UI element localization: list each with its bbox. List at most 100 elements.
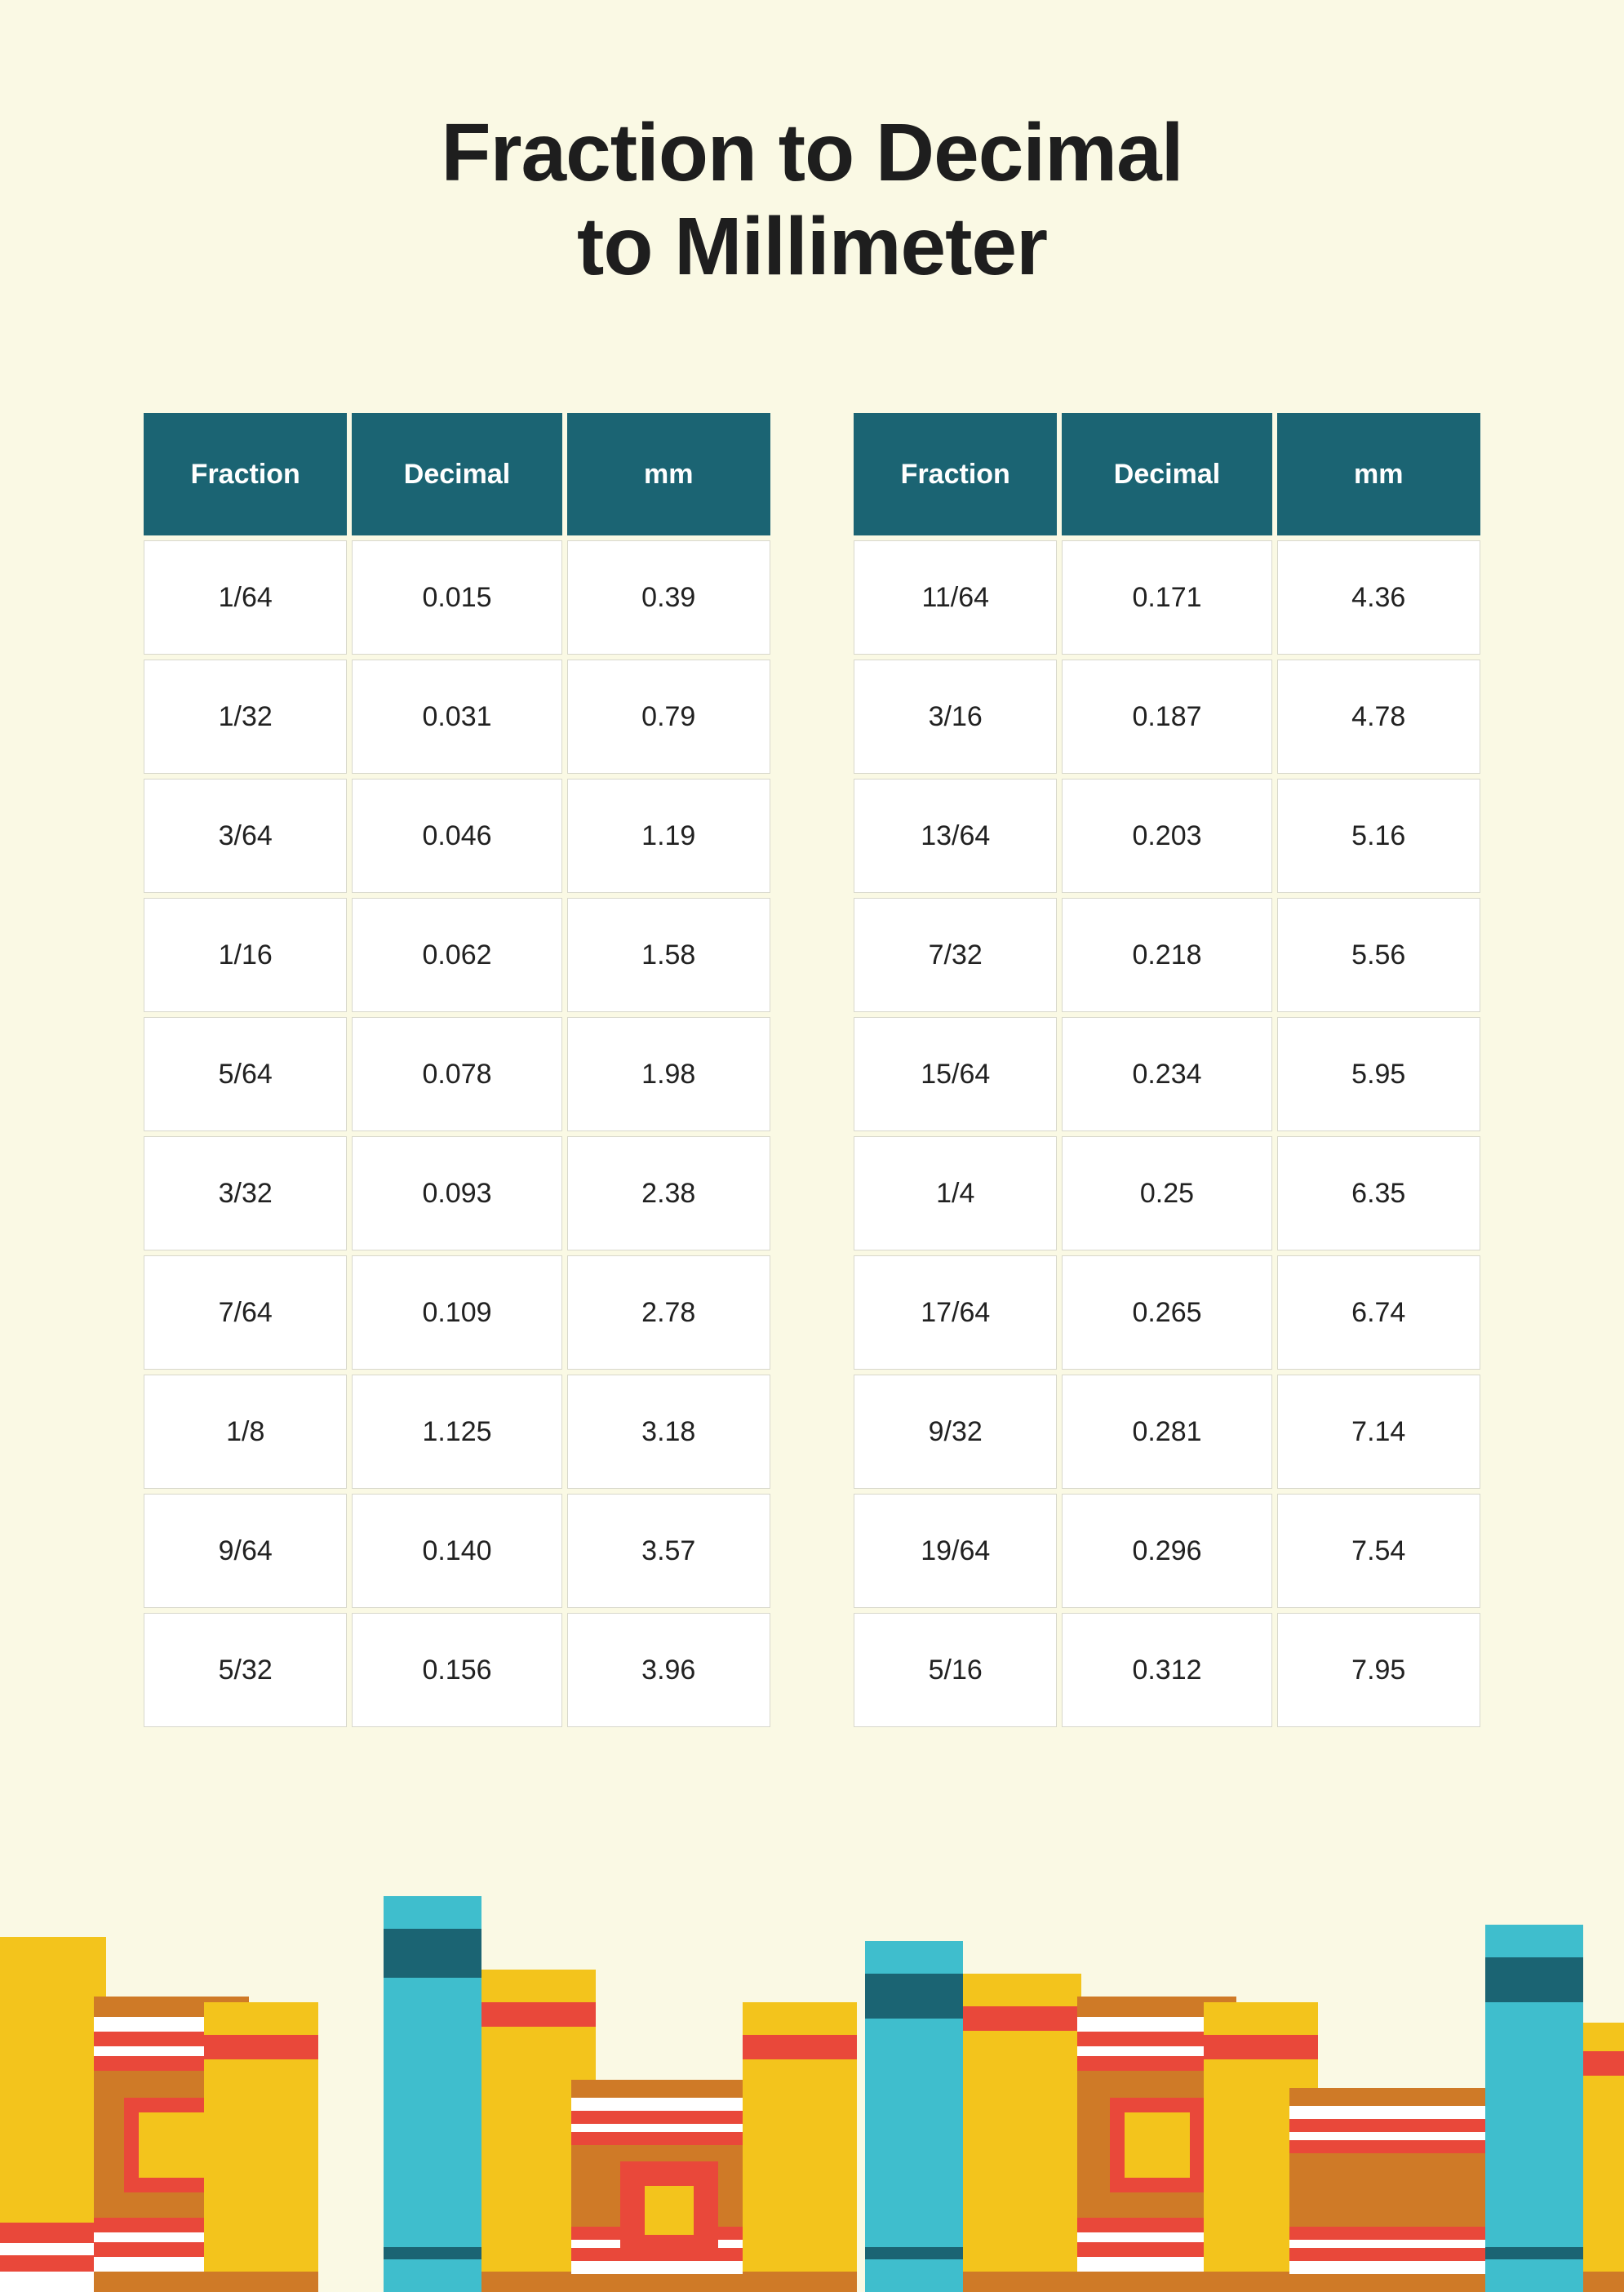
table-cell: 1/32 bbox=[144, 660, 347, 774]
table-row: 3/640.0461.19 bbox=[144, 779, 770, 893]
table-cell: 4.78 bbox=[1277, 660, 1481, 774]
table-cell: 3.18 bbox=[567, 1375, 771, 1489]
table-cell: 0.203 bbox=[1062, 779, 1271, 893]
table-cell: 1.98 bbox=[567, 1017, 771, 1131]
table-cell: 0.015 bbox=[352, 540, 561, 655]
book-decoration bbox=[1485, 1925, 1583, 2292]
table-cell: 0.171 bbox=[1062, 540, 1271, 655]
conversion-table-left: FractionDecimalmm1/640.0150.391/320.0310… bbox=[139, 408, 775, 1732]
table-cell: 1/4 bbox=[854, 1136, 1057, 1250]
table-row: 13/640.2035.16 bbox=[854, 779, 1480, 893]
book-decoration bbox=[620, 2161, 718, 2259]
column-header: Decimal bbox=[352, 413, 561, 535]
table-cell: 7/64 bbox=[144, 1255, 347, 1370]
table-cell: 4.36 bbox=[1277, 540, 1481, 655]
table-cell: 1.19 bbox=[567, 779, 771, 893]
table-cell: 0.312 bbox=[1062, 1613, 1271, 1727]
table-cell: 3/64 bbox=[144, 779, 347, 893]
table-cell: 9/32 bbox=[854, 1375, 1057, 1489]
table-row: 5/640.0781.98 bbox=[144, 1017, 770, 1131]
table-cell: 13/64 bbox=[854, 779, 1057, 893]
table-cell: 5.16 bbox=[1277, 779, 1481, 893]
table-cell: 0.265 bbox=[1062, 1255, 1271, 1370]
column-header: mm bbox=[567, 413, 771, 535]
table-cell: 6.74 bbox=[1277, 1255, 1481, 1370]
table-cell: 0.031 bbox=[352, 660, 561, 774]
table-row: 1/640.0150.39 bbox=[144, 540, 770, 655]
table-row: 7/640.1092.78 bbox=[144, 1255, 770, 1370]
table-cell: 0.234 bbox=[1062, 1017, 1271, 1131]
tables-container: FractionDecimalmm1/640.0150.391/320.0310… bbox=[0, 408, 1624, 1732]
table-row: 17/640.2656.74 bbox=[854, 1255, 1480, 1370]
book-decoration bbox=[963, 1974, 1081, 2292]
table-row: 3/320.0932.38 bbox=[144, 1136, 770, 1250]
column-header: Fraction bbox=[854, 413, 1057, 535]
table-cell: 0.25 bbox=[1062, 1136, 1271, 1250]
table-cell: 0.156 bbox=[352, 1613, 561, 1727]
book-decoration bbox=[1583, 2023, 1624, 2292]
title-line-2: to Millimeter bbox=[577, 201, 1047, 292]
table-row: 1/320.0310.79 bbox=[144, 660, 770, 774]
table-row: 19/640.2967.54 bbox=[854, 1494, 1480, 1608]
table-cell: 3/32 bbox=[144, 1136, 347, 1250]
table-cell: 7/32 bbox=[854, 898, 1057, 1012]
table-cell: 6.35 bbox=[1277, 1136, 1481, 1250]
table-cell: 0.140 bbox=[352, 1494, 561, 1608]
table-row: 11/640.1714.36 bbox=[854, 540, 1480, 655]
book-decoration bbox=[0, 1937, 106, 2292]
table-cell: 0.187 bbox=[1062, 660, 1271, 774]
table-row: 7/320.2185.56 bbox=[854, 898, 1480, 1012]
table-cell: 5/32 bbox=[144, 1613, 347, 1727]
book-decoration bbox=[865, 1941, 963, 2292]
table-cell: 1.58 bbox=[567, 898, 771, 1012]
table-row: 1/40.256.35 bbox=[854, 1136, 1480, 1250]
table-cell: 1/16 bbox=[144, 898, 347, 1012]
table-cell: 0.046 bbox=[352, 779, 561, 893]
table-cell: 5.95 bbox=[1277, 1017, 1481, 1131]
table-cell: 2.78 bbox=[567, 1255, 771, 1370]
table-cell: 11/64 bbox=[854, 540, 1057, 655]
table-cell: 0.109 bbox=[352, 1255, 561, 1370]
title-line-1: Fraction to Decimal bbox=[441, 107, 1183, 198]
table-cell: 0.218 bbox=[1062, 898, 1271, 1012]
table-cell: 1.125 bbox=[352, 1375, 561, 1489]
book-decoration bbox=[204, 2002, 318, 2292]
table-row: 3/160.1874.78 bbox=[854, 660, 1480, 774]
book-decoration bbox=[1289, 2088, 1502, 2292]
table-row: 5/320.1563.96 bbox=[144, 1613, 770, 1727]
table-cell: 5/16 bbox=[854, 1613, 1057, 1727]
table-row: 15/640.2345.95 bbox=[854, 1017, 1480, 1131]
column-header: Fraction bbox=[144, 413, 347, 535]
column-header: mm bbox=[1277, 413, 1481, 535]
table-cell: 7.14 bbox=[1277, 1375, 1481, 1489]
table-cell: 0.296 bbox=[1062, 1494, 1271, 1608]
table-cell: 19/64 bbox=[854, 1494, 1057, 1608]
table-row: 1/81.1253.18 bbox=[144, 1375, 770, 1489]
table-cell: 3.96 bbox=[567, 1613, 771, 1727]
table-cell: 1/8 bbox=[144, 1375, 347, 1489]
page: Fraction to Decimal to Millimeter Fracti… bbox=[0, 0, 1624, 2292]
table-cell: 3.57 bbox=[567, 1494, 771, 1608]
table-row: 9/640.1403.57 bbox=[144, 1494, 770, 1608]
table-cell: 0.062 bbox=[352, 898, 561, 1012]
table-cell: 0.79 bbox=[567, 660, 771, 774]
table-cell: 5.56 bbox=[1277, 898, 1481, 1012]
table-cell: 7.54 bbox=[1277, 1494, 1481, 1608]
table-row: 5/160.3127.95 bbox=[854, 1613, 1480, 1727]
bookshelf-decoration bbox=[0, 1851, 1624, 2292]
table-cell: 17/64 bbox=[854, 1255, 1057, 1370]
table-row: 9/320.2817.14 bbox=[854, 1375, 1480, 1489]
column-header: Decimal bbox=[1062, 413, 1271, 535]
table-cell: 9/64 bbox=[144, 1494, 347, 1608]
conversion-table-right: FractionDecimalmm11/640.1714.363/160.187… bbox=[849, 408, 1485, 1732]
table-cell: 5/64 bbox=[144, 1017, 347, 1131]
table-cell: 15/64 bbox=[854, 1017, 1057, 1131]
table-cell: 0.281 bbox=[1062, 1375, 1271, 1489]
table-cell: 0.39 bbox=[567, 540, 771, 655]
book-decoration bbox=[743, 2002, 857, 2292]
table-cell: 3/16 bbox=[854, 660, 1057, 774]
table-cell: 7.95 bbox=[1277, 1613, 1481, 1727]
table-row: 1/160.0621.58 bbox=[144, 898, 770, 1012]
table-cell: 0.093 bbox=[352, 1136, 561, 1250]
table-cell: 2.38 bbox=[567, 1136, 771, 1250]
